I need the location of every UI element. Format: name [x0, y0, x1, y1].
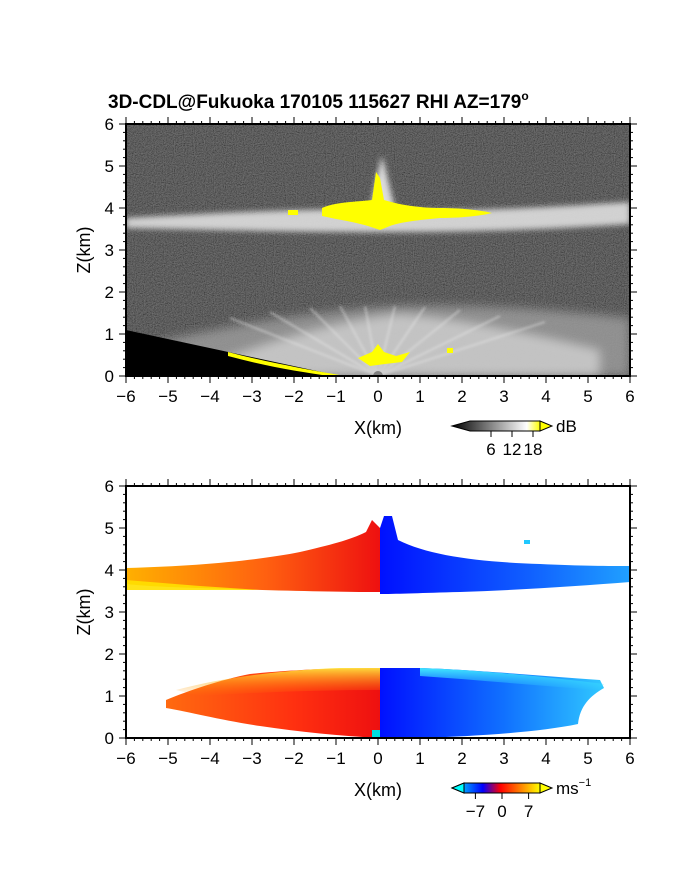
bottom-x-axis-label: X(km): [354, 780, 402, 800]
x-tick-label: 6: [625, 749, 634, 768]
x-tick-label: −3: [242, 749, 261, 768]
panel-velocity: −6 −5 −4 −3 −2 −1 0 1 2 3 4 5 6 0 1 2 3 4 5 6 Z(km) X(km) m…: [74, 477, 637, 821]
colorbar-tick-label: 12: [503, 440, 522, 459]
upper-layer-negative: [380, 516, 630, 594]
x-tick-label: 0: [373, 387, 382, 406]
title-degree-superscript: o: [521, 89, 528, 103]
x-tick-label: 6: [625, 387, 634, 406]
x-tick-label: 1: [415, 387, 424, 406]
x-tick-label: 2: [457, 749, 466, 768]
x-tick-label: −6: [116, 387, 135, 406]
velocity-image: [126, 516, 630, 738]
backscatter-image: [126, 124, 630, 376]
x-tick-label: −6: [116, 749, 135, 768]
backscatter-colorbar-unit: dB: [556, 417, 577, 436]
colorbar-tick-label: 7: [524, 802, 533, 821]
bottom-y-axis-label: Z(km): [74, 589, 94, 636]
y-tick-label: 0: [105, 729, 114, 748]
x-tick-label: −3: [242, 387, 261, 406]
x-tick-label: −5: [158, 387, 177, 406]
x-tick-label: 4: [541, 387, 550, 406]
x-tick-label: −5: [158, 749, 177, 768]
y-tick-label: 5: [105, 519, 114, 538]
y-tick-label: 2: [105, 645, 114, 664]
colorbar-tick-label: 0: [497, 802, 506, 821]
velocity-colorbar-unit: ms−1: [556, 777, 591, 798]
x-tick-label: −4: [200, 387, 219, 406]
y-tick-label: 6: [105, 477, 114, 496]
x-tick-label: 4: [541, 749, 550, 768]
x-tick-label: 1: [415, 749, 424, 768]
x-tick-label: 5: [583, 749, 592, 768]
velocity-colorbar: ms−1 −7 0 7: [450, 777, 591, 821]
y-tick-label: 4: [105, 561, 114, 580]
figure-title: 3D-CDL@Fukuoka 170105 115627 RHI AZ=179o: [108, 89, 529, 113]
backscatter-colorbar: dB 6 12 18: [450, 417, 577, 459]
colorbar-tick-label: 18: [524, 440, 543, 459]
y-tick-label: 6: [105, 115, 114, 134]
upper-layer-positive: [126, 520, 380, 592]
y-tick-label: 3: [105, 241, 114, 260]
x-tick-label: 2: [457, 387, 466, 406]
x-tick-label: 3: [499, 749, 508, 768]
top-y-axis-label: Z(km): [74, 227, 94, 274]
x-tick-label: −1: [326, 387, 345, 406]
y-tick-label: 5: [105, 157, 114, 176]
colorbar-tick-label: 6: [486, 440, 495, 459]
y-tick-label: 2: [105, 283, 114, 302]
y-tick-label: 4: [105, 199, 114, 218]
x-tick-label: −2: [284, 749, 303, 768]
x-tick-label: −4: [200, 749, 219, 768]
x-tick-label: 3: [499, 387, 508, 406]
y-tick-label: 1: [105, 325, 114, 344]
y-tick-label: 0: [105, 367, 114, 386]
top-x-axis-label: X(km): [354, 418, 402, 438]
y-tick-label: 3: [105, 603, 114, 622]
x-tick-label: 5: [583, 387, 592, 406]
x-tick-label: 0: [373, 749, 382, 768]
y-tick-label: 1: [105, 687, 114, 706]
saturated-core: [228, 172, 492, 376]
colorbar-tick-label: −7: [466, 802, 485, 821]
x-tick-label: −1: [326, 749, 345, 768]
x-tick-label: −2: [284, 387, 303, 406]
